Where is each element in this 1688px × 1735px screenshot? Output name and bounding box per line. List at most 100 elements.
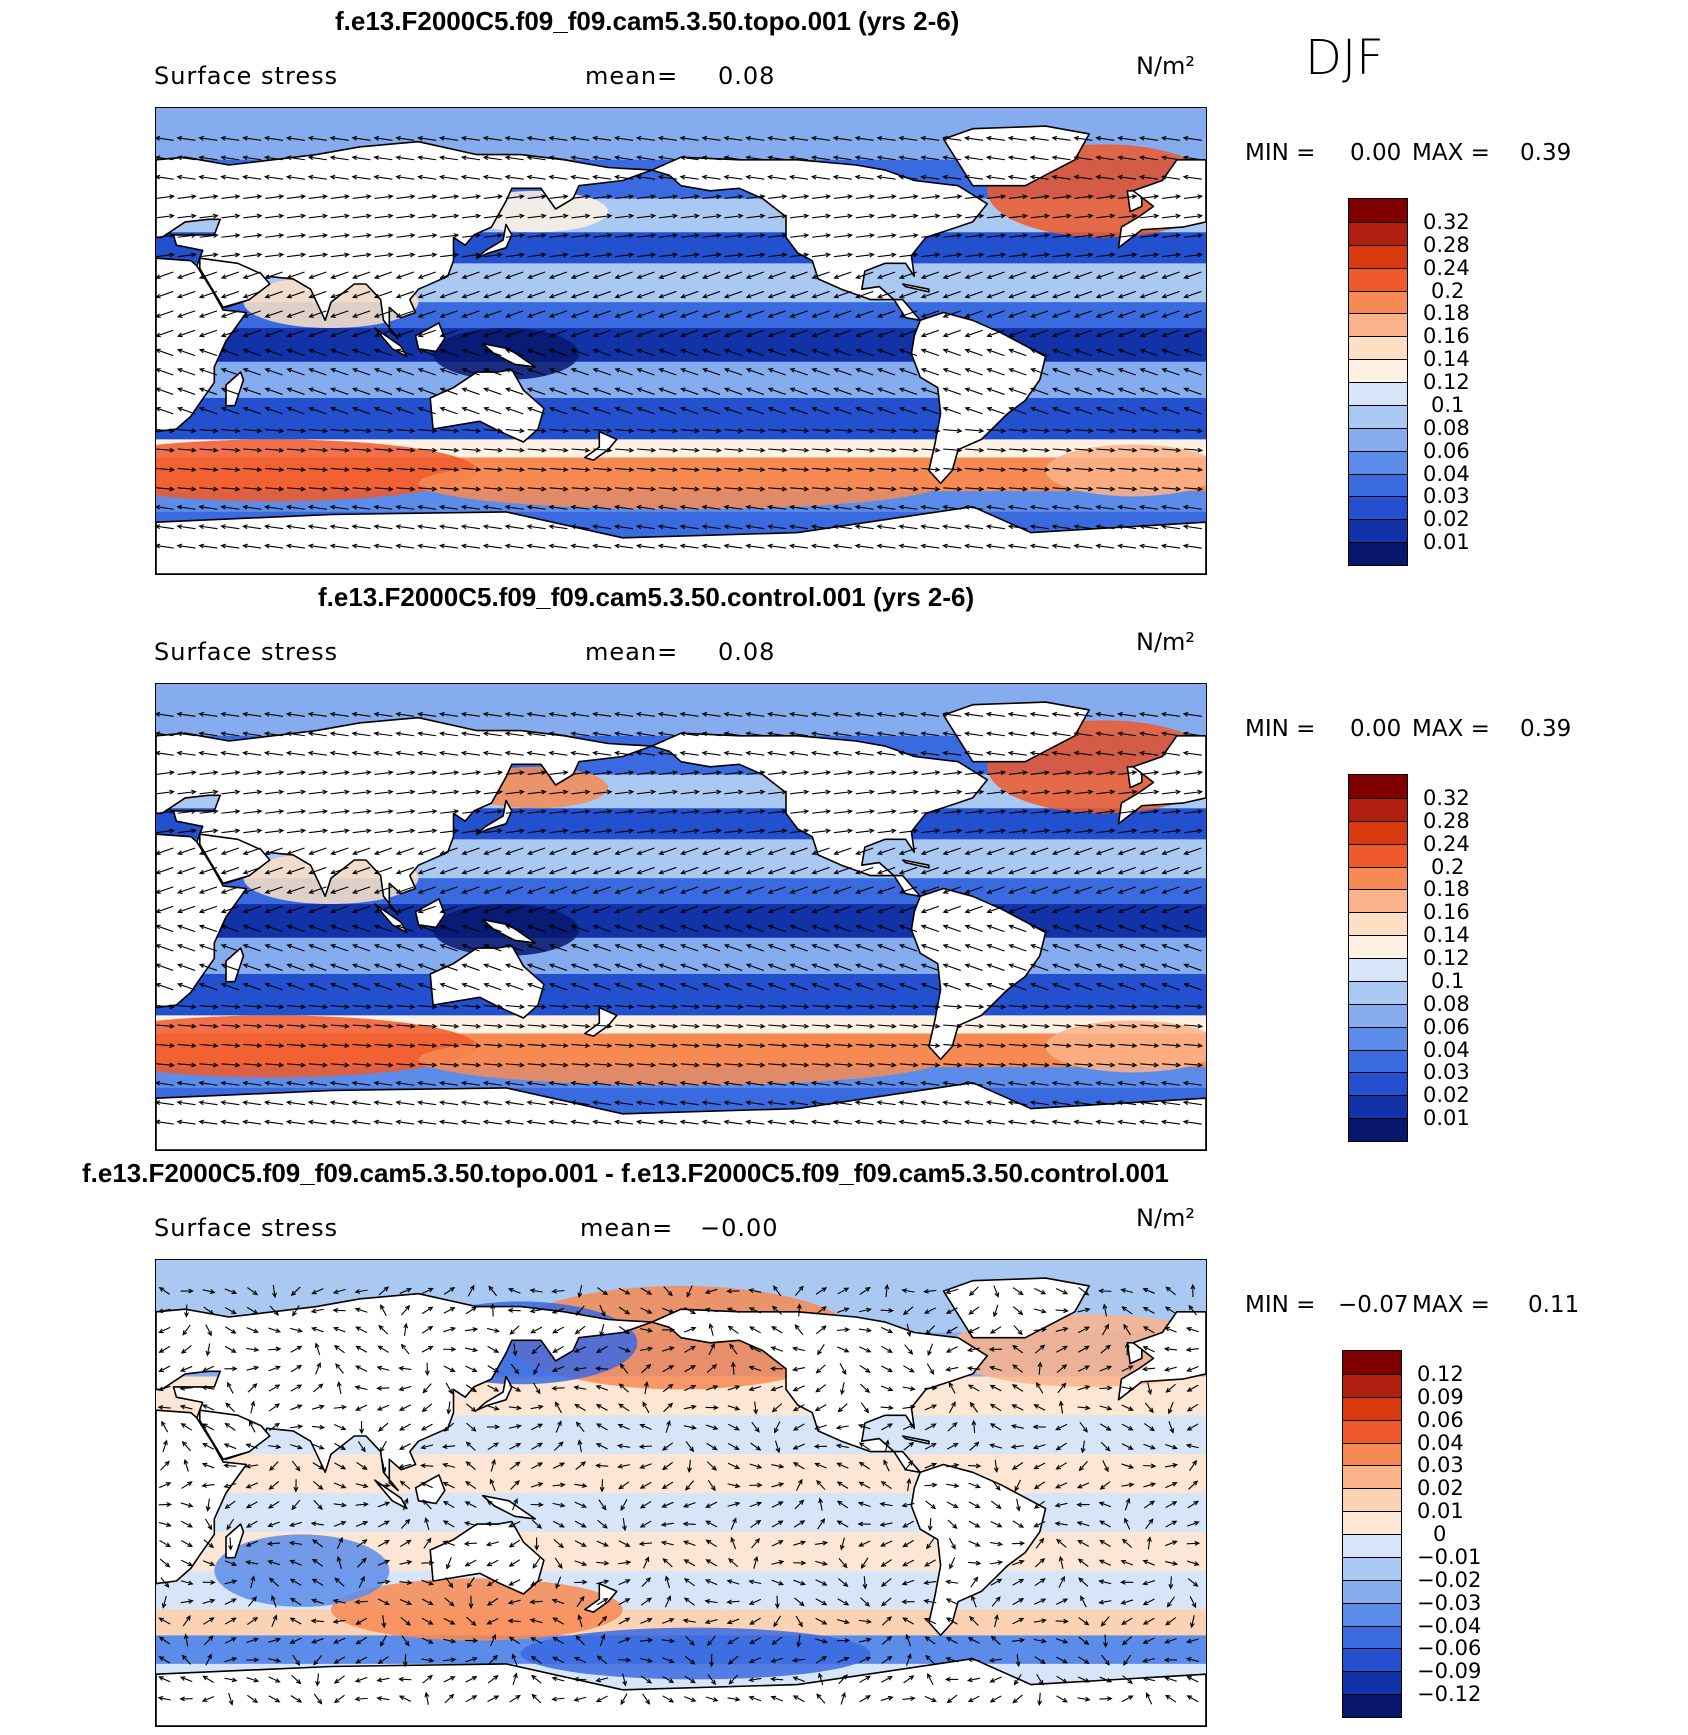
vector-arrowhead <box>1182 731 1189 737</box>
stress-vector <box>921 925 940 933</box>
stress-vector <box>790 1043 809 1047</box>
vector-arrowhead <box>1007 1119 1014 1125</box>
panel-2-mean-label: mean= <box>585 638 679 666</box>
stress-vector <box>374 1043 393 1047</box>
vector-arrowhead <box>213 1062 219 1068</box>
vector-arrowhead <box>497 789 504 795</box>
vector-arrowhead <box>263 504 270 510</box>
vector-arrowhead <box>716 809 722 814</box>
vector-arrowhead <box>716 194 722 200</box>
stress-vector <box>1009 905 1027 913</box>
stress-vector <box>943 310 961 318</box>
stress-vector <box>330 1063 349 1066</box>
vector-arrowhead <box>156 368 161 373</box>
stress-vector <box>243 525 262 530</box>
stress-vector <box>921 467 940 471</box>
vector-arrowhead <box>803 809 810 814</box>
vector-arrowhead <box>1139 293 1146 299</box>
vector-arrowhead <box>672 1043 679 1049</box>
vector-arrowhead <box>1131 1023 1138 1029</box>
stress-vector <box>506 290 524 298</box>
vector-arrowhead <box>551 1288 557 1294</box>
stress-vector <box>312 1327 324 1333</box>
stress-vector <box>506 310 524 318</box>
stress-vector <box>965 1063 984 1066</box>
vector-arrowhead <box>366 428 372 434</box>
coastline <box>901 283 930 293</box>
vector-arrowhead <box>1139 274 1146 280</box>
stress-vector <box>833 752 852 756</box>
stress-vector <box>1140 713 1159 717</box>
stress-vector <box>899 1024 918 1028</box>
stress-vector <box>1118 1024 1137 1028</box>
vector-arrowhead <box>234 486 241 492</box>
stress-vector <box>877 1043 896 1047</box>
stress-vector <box>396 1005 415 1008</box>
panel-2-variable: Surface stress <box>154 638 339 666</box>
stress-vector <box>265 195 284 199</box>
vector-arrowhead <box>803 213 810 219</box>
vector-arrowhead <box>767 368 774 373</box>
coastline <box>942 1277 1091 1339</box>
vector-arrowhead <box>789 293 796 299</box>
stress-vector <box>834 349 852 357</box>
vector-arrowhead <box>213 1023 219 1029</box>
vector-arrowhead <box>497 233 504 238</box>
stress-vector <box>506 329 524 337</box>
vector-arrowhead <box>329 1080 336 1086</box>
vector-arrowhead <box>803 770 810 776</box>
stress-vector <box>965 732 984 737</box>
stress-vector <box>1096 1063 1115 1066</box>
vector-arrowhead <box>1000 770 1007 776</box>
stress-vector <box>330 771 349 775</box>
vector-arrowhead <box>504 1100 511 1106</box>
stress-vector <box>702 310 721 318</box>
stress-vector <box>265 752 284 756</box>
stress-vector <box>221 387 240 395</box>
vector-arrowhead <box>439 348 446 354</box>
stress-vector <box>702 429 721 432</box>
stress-vector <box>812 253 830 258</box>
stress-vector <box>640 1307 652 1314</box>
stress-vector <box>380 1304 387 1317</box>
stress-vector <box>746 407 765 415</box>
vector-arrowhead <box>854 524 861 530</box>
stress-vector <box>374 487 393 490</box>
stress-vector <box>440 525 459 530</box>
stress-vector <box>156 310 174 318</box>
vector-arrowhead <box>388 486 394 492</box>
colorbar-tick-label: 0.18 <box>1423 877 1470 902</box>
vector-arrowhead <box>191 213 197 219</box>
vector-arrowhead <box>803 233 810 238</box>
vector-arrowhead <box>1175 213 1182 219</box>
stress-vector <box>265 1082 284 1086</box>
vector-arrowhead <box>694 828 700 834</box>
stress-vector <box>396 448 415 452</box>
stress-vector <box>527 1082 546 1086</box>
stress-vector <box>527 467 546 471</box>
stress-vector <box>330 448 349 452</box>
stress-vector <box>1140 791 1159 795</box>
coastline <box>910 311 1047 485</box>
vector-arrowhead <box>887 1367 894 1373</box>
stress-vector <box>880 1385 893 1391</box>
stress-vector <box>921 944 940 952</box>
stress-vector <box>987 983 1005 991</box>
vector-arrowhead <box>409 789 416 795</box>
stress-vector <box>199 713 218 717</box>
stress-vector <box>702 791 721 795</box>
colorbar-swatch <box>1349 244 1407 268</box>
vector-arrowhead <box>1131 1062 1138 1068</box>
vector-arrowhead <box>701 711 708 717</box>
vector-arrowhead <box>614 406 621 412</box>
coastline <box>1117 159 1206 249</box>
stress-vector <box>593 1101 612 1106</box>
stress-vector <box>965 847 983 855</box>
stress-vector <box>286 448 306 452</box>
vector-arrowhead <box>942 889 949 894</box>
stress-vector <box>812 525 830 530</box>
vector-arrowhead <box>772 1285 778 1291</box>
stress-vector <box>506 886 524 894</box>
vector-arrowhead <box>898 850 905 856</box>
stress-vector <box>243 271 261 279</box>
